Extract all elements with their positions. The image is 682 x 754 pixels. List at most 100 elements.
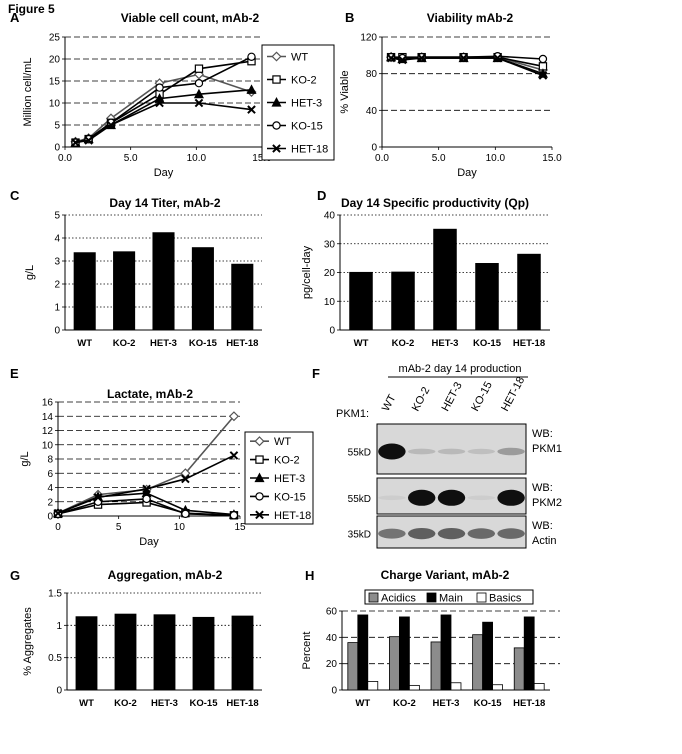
legend-swatch [368,592,379,603]
legend-marker [255,455,264,464]
x-tick-label: HET-18 [226,338,258,349]
panel-e: E Lactate, mAb-2 0 2 4 6 8 10 12 14 16 g/L 0 5 10 15 Day… [10,366,314,548]
data-point [194,98,204,108]
bar [523,616,535,691]
legend-label: KO-15 [291,121,323,133]
x-axis-label: Day [139,536,159,548]
y-tick-label: 10 [324,297,336,308]
data-point [84,136,93,145]
bar [191,247,214,330]
legend: Acidics Main Basics [364,589,534,605]
blot-pkm1: 55kD WB: PKM1 [348,423,562,475]
data-point [142,484,151,494]
y-tick-label: 0 [54,143,60,154]
data-point [228,411,239,422]
gridlines [382,36,552,111]
series-line [75,56,252,144]
x-tick-label: KO-15 [473,338,502,349]
y-tick-label: 40 [326,633,338,644]
legend-item: Acidics [368,592,416,605]
x-tick-label: KO-15 [189,338,218,349]
lane-label: KO-15 [469,380,495,414]
x-tick-label: KO-2 [393,698,416,709]
legend-label: KO-2 [274,455,300,467]
lane-label: HET-18 [499,375,527,414]
data-point [247,52,256,62]
data-point [93,493,103,502]
series-line [75,102,252,144]
bars [73,232,254,330]
legend-swatch [426,592,437,603]
blot-band [407,448,436,455]
legend-marker [255,492,264,501]
chart-title: Day 14 Specific productivity (Qp) [341,196,529,210]
data-point [417,53,426,63]
y-tick-label: 2 [47,497,53,508]
legend-item: WT [250,436,291,448]
y-tick-label: 0.5 [48,653,62,664]
data-point [229,511,239,520]
panel-label: B [345,10,354,25]
data-point [193,88,204,99]
legend-label: KO-2 [291,75,317,87]
bar [440,614,452,691]
bar [517,253,541,330]
legend-item: Basics [476,593,522,605]
x-tick-label: 5.0 [432,153,446,164]
x-tick-label: 15.0 [542,153,562,164]
legend-marker [271,97,282,107]
panel-label: H [305,568,314,583]
bar [347,642,359,691]
series-het-18 [53,451,239,518]
x-tick-label: HET-3 [432,338,459,349]
bar [231,615,254,690]
bar [114,613,137,690]
x-tick-label: 10.0 [187,153,207,164]
blot-band [437,448,466,455]
x-tick-label: KO-15 [190,698,219,709]
x-tick-label: WT [354,338,369,349]
y-tick-label: 20 [326,659,338,670]
data-point [142,494,151,504]
data-point [538,54,548,64]
x-axis-label: Day [457,167,477,179]
data-point [180,468,191,479]
y-tick-label: 40 [366,106,378,117]
chart-title: Viability mAb-2 [427,11,514,25]
bars [349,228,541,330]
bar [533,683,545,691]
x-tick-label: 5.0 [124,153,138,164]
blot-band [437,528,466,540]
data-point [538,71,548,80]
data-point [155,83,164,92]
panel-d: D Day 14 Specific productivity (Qp) 0 10 20 3… [301,188,550,349]
blot-band [497,489,525,506]
legend-label: Main [439,593,463,605]
legend-item: KO-2 [267,75,317,87]
x-tick-label: KO-2 [392,338,415,349]
data-point [247,105,256,114]
panel-g: G Aggregation, mAb-2 0 0.5 1 1.5 % Aggregates W… [10,568,262,709]
y-tick-label: 15 [49,77,61,88]
x-axis-label: Day [154,167,174,179]
legend-label: Basics [489,593,522,605]
legend-label: Acidics [381,593,416,605]
legend-marker [254,472,265,483]
y-tick-label: 1 [54,303,60,314]
bar [492,684,503,691]
legend-item: KO-2 [250,455,300,467]
x-tick-label: KO-15 [474,698,503,709]
legend-marker [272,144,281,153]
y-tick-label: 14 [42,412,54,423]
data-point [181,509,190,519]
mw-label: 55kD [348,448,371,459]
bar [472,634,484,691]
figure-title: Figure 5 [8,2,55,16]
data-point [386,53,396,63]
series-wt [70,69,257,147]
bar [73,252,96,330]
data-point [493,53,502,63]
legend-item: HET-18 [250,510,311,522]
y-tick-label: 0 [329,326,335,337]
